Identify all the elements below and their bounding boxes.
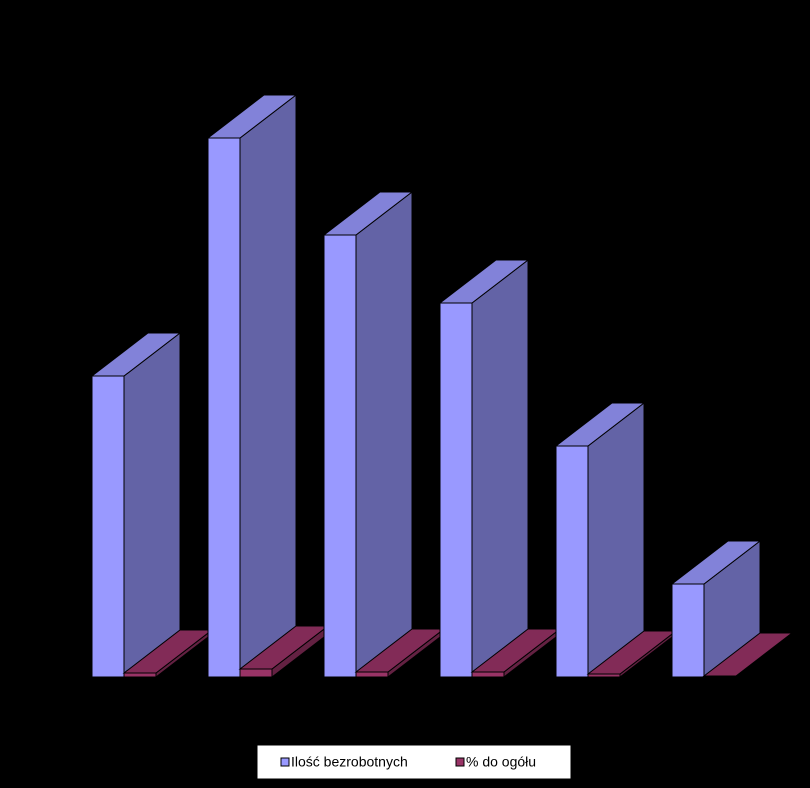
bar-side [471, 258, 529, 679]
bar-side [355, 190, 413, 679]
bar-front [671, 583, 705, 678]
bar-front [323, 234, 357, 678]
bar-front [587, 673, 621, 678]
bar [670, 539, 762, 679]
legend-swatch [280, 757, 290, 767]
bar-side [587, 401, 645, 679]
bar-front [207, 137, 241, 678]
bar [554, 401, 646, 679]
bar [438, 258, 530, 679]
bar-front [439, 302, 473, 678]
bar-front [123, 672, 157, 678]
bar-side [123, 331, 181, 679]
bar [122, 628, 214, 679]
bar [90, 331, 182, 679]
legend [256, 744, 572, 780]
bar-side [239, 93, 297, 679]
bar-front [355, 671, 389, 678]
bar-front [555, 445, 589, 678]
bar-front [471, 671, 505, 678]
bar-front [703, 675, 737, 678]
bar [322, 190, 414, 679]
bar-front [91, 375, 125, 678]
bar [702, 631, 794, 679]
bar-front [239, 668, 273, 678]
legend-swatch [455, 757, 465, 767]
legend-label: Ilość bezrobotnych [291, 754, 408, 770]
bar [238, 624, 330, 679]
bar [206, 93, 298, 679]
legend-label: % do ogółu [466, 754, 536, 770]
